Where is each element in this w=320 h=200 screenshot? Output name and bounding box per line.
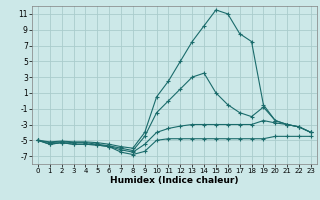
X-axis label: Humidex (Indice chaleur): Humidex (Indice chaleur) bbox=[110, 176, 239, 185]
